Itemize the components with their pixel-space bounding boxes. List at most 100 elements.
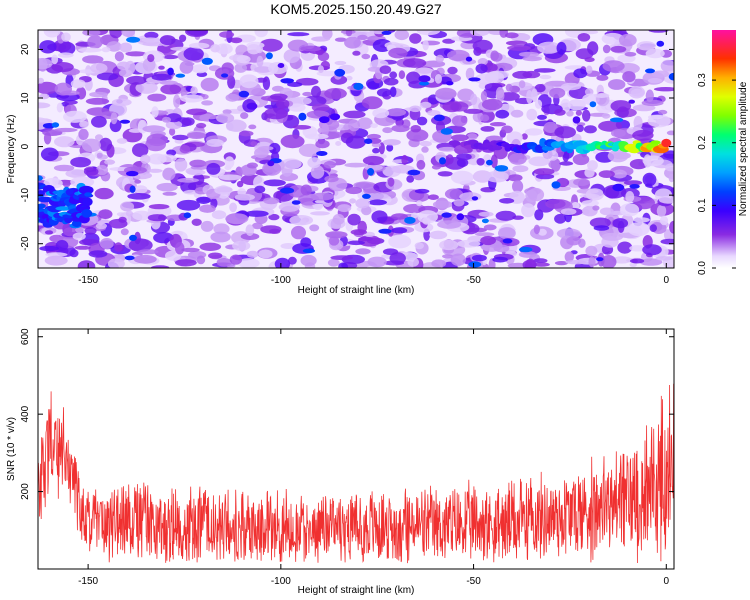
spectrogram-blob xyxy=(406,129,429,142)
spectrogram-blob xyxy=(493,62,513,72)
spectrogram-blob xyxy=(95,134,103,141)
spectrogram-blob xyxy=(324,88,347,100)
spectrogram-blob xyxy=(230,37,243,44)
spectrogram-blob xyxy=(81,138,101,153)
spectrogram-blob xyxy=(367,81,380,90)
spectrogram-blob xyxy=(456,153,472,161)
spectrogram-blob xyxy=(38,58,53,70)
spectrogram-blob xyxy=(169,127,176,136)
spectrogram-blob xyxy=(439,157,446,165)
spectrogram-blob xyxy=(361,53,371,60)
spectrogram-ridge-blob xyxy=(492,145,503,151)
spectrogram-blob xyxy=(265,52,273,60)
spectrogram-blob xyxy=(147,54,155,63)
spectrogram-blob xyxy=(629,184,640,189)
spectrogram-blob xyxy=(535,173,555,180)
spectrogram-blob xyxy=(560,98,571,113)
snr-x-tick-label: -100 xyxy=(271,576,291,587)
spectrogram-blob xyxy=(387,177,395,187)
spectrogram-blob xyxy=(475,63,488,74)
spectrogram-blob xyxy=(495,86,505,99)
spectrogram-blob xyxy=(457,88,475,102)
spectrogram-blob xyxy=(365,193,389,200)
spectrogram-blob xyxy=(141,37,160,43)
spectrogram-blob xyxy=(469,159,478,166)
spectrogram-blob xyxy=(625,191,635,203)
spectrogram-blob xyxy=(471,196,479,201)
spectrogram-blob xyxy=(601,113,611,119)
spectrogram-blob xyxy=(44,255,68,266)
spectrogram-blob xyxy=(121,30,136,37)
spectrogram-blob xyxy=(432,200,453,209)
spectrogram-blob xyxy=(505,83,513,92)
spectrogram-blob xyxy=(585,65,593,74)
spectrogram-blob xyxy=(528,187,545,202)
spectrogram-blob xyxy=(565,260,587,265)
spectrogram-blob xyxy=(632,129,654,141)
spectrogram-blob xyxy=(135,81,158,94)
spectrogram-blob xyxy=(77,260,96,268)
spectrogram-blob xyxy=(521,203,536,218)
spectrogram-blob xyxy=(545,199,566,209)
spectrogram-blob xyxy=(345,135,366,149)
spectrogram-blob xyxy=(576,124,584,133)
spectrogram-blob xyxy=(302,91,313,97)
spectrogram-blob xyxy=(382,127,393,134)
spectrogram-blob xyxy=(407,169,421,176)
spectrogram-blob xyxy=(310,165,325,179)
spectrogram-blob xyxy=(127,193,151,200)
spectrogram-blob xyxy=(572,116,581,124)
spectrogram-blob xyxy=(394,30,410,41)
spectrogram-blob xyxy=(70,157,91,168)
spectrogram-blob xyxy=(280,187,295,194)
spectrogram-blob xyxy=(174,158,188,172)
spectrogram-blob xyxy=(495,210,516,221)
spectrogram-blob xyxy=(510,109,524,118)
spectrogram-blob xyxy=(234,193,255,201)
spectrogram-blob xyxy=(246,162,258,169)
spectrogram-blob xyxy=(371,210,388,224)
spectrogram-blob xyxy=(280,78,295,84)
spectrogram-blob xyxy=(213,223,230,235)
spectrogram-blob xyxy=(437,171,453,177)
spectrogram-y-tick-label: 10 xyxy=(20,92,31,104)
spectrogram-blob xyxy=(259,38,283,52)
spectrogram-blob xyxy=(260,225,282,234)
spectrogram-blob xyxy=(478,211,494,217)
spectrogram-blob xyxy=(254,30,268,38)
spectrogram-blob xyxy=(38,102,51,109)
spectrogram-blob xyxy=(370,123,378,129)
spectrogram-blob xyxy=(160,84,182,95)
spectrogram-blob xyxy=(357,34,368,41)
spectrogram-blob xyxy=(349,198,356,204)
spectrogram-blob xyxy=(225,213,249,225)
spectrogram-blob xyxy=(504,32,519,39)
spectrogram-blob xyxy=(480,235,496,246)
spectrogram-blob xyxy=(345,75,353,81)
spectrogram-blob xyxy=(427,110,441,116)
spectrogram-blob xyxy=(567,99,586,111)
spectrogram-blob xyxy=(334,37,347,42)
spectrogram-blob xyxy=(560,208,577,216)
spectrogram-blob xyxy=(254,66,273,73)
spectrogram-blob xyxy=(554,213,567,224)
spectrogram-blob xyxy=(633,115,643,130)
spectrogram-blob xyxy=(144,31,159,39)
spectrogram-ridge-blob xyxy=(81,209,93,218)
snr-x-tick-label: -150 xyxy=(78,576,98,587)
spectrogram-blob xyxy=(343,123,350,131)
spectrogram-blob xyxy=(526,108,538,121)
spectrogram-blob xyxy=(610,45,627,53)
spectrogram-blob xyxy=(247,44,261,55)
spectrogram-blob xyxy=(362,193,371,199)
spectrogram-x-tick-label: 0 xyxy=(664,275,670,286)
spectrogram-blob xyxy=(251,222,263,230)
spectrogram-blob xyxy=(587,160,598,171)
spectrogram-blob xyxy=(94,187,114,200)
spectrogram-blob xyxy=(418,81,430,86)
spectrogram-blob xyxy=(156,182,178,192)
spectrogram-blob xyxy=(310,211,330,216)
spectrogram-blob xyxy=(95,222,107,230)
spectrogram-blob xyxy=(334,60,347,66)
spectrogram-blob xyxy=(307,157,322,169)
